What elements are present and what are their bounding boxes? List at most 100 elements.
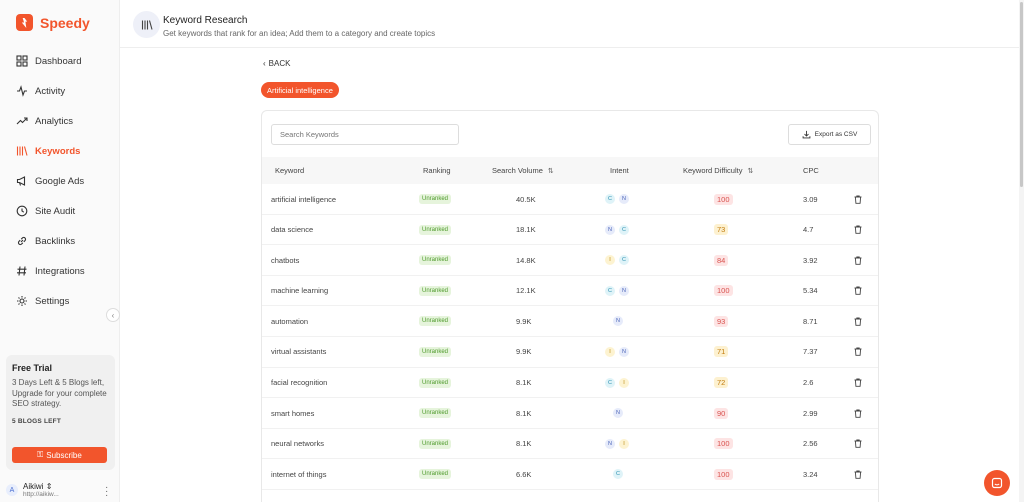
intent-badge: C	[619, 224, 629, 235]
col-cpc-label: CPC	[803, 166, 819, 175]
intent-badges: N	[613, 408, 623, 419]
delete-button[interactable]	[854, 306, 862, 336]
keyword-table-card: Export as CSV Keyword Ranking Search Vol…	[261, 110, 879, 502]
table-row[interactable]: virtual assistants Unranked 9.9K I N 71 7.37	[262, 337, 878, 368]
sort-icon[interactable]: ⇅	[747, 167, 754, 175]
sidebar-item-backlinks[interactable]: Backlinks	[16, 226, 85, 256]
difficulty-badge: 100	[714, 468, 733, 480]
intent-badge: I	[605, 255, 615, 266]
col-cpc: CPC	[803, 157, 819, 184]
table-row[interactable]: machine learning Unranked 12.1K C N 100 5.34	[262, 276, 878, 307]
ranking-badge: Unranked	[419, 285, 452, 296]
intent-badge: C	[605, 285, 615, 296]
site-audit-icon	[16, 205, 28, 217]
back-button[interactable]: ‹ BACK	[263, 59, 290, 68]
topic-chip[interactable]: Artificial intelligence	[261, 82, 339, 98]
ranking-badge: Unranked	[419, 438, 452, 449]
cpc-cell: 2.99	[803, 408, 818, 418]
ranking-badge: Unranked	[419, 224, 452, 235]
trash-icon	[854, 195, 862, 204]
keyword-cell: smart homes	[271, 408, 315, 418]
sidebar-item-label: Keywords	[35, 145, 81, 157]
col-search-volume[interactable]: Search Volume ⇅	[492, 157, 554, 184]
sidebar-item-label: Activity	[35, 85, 66, 97]
ranking-badge: Unranked	[419, 408, 452, 419]
cpc-cell: 5.34	[803, 286, 818, 296]
keyword-cell: artificial intelligence	[271, 194, 337, 204]
activity-icon	[17, 85, 27, 97]
table-row[interactable]: automation Unranked 9.9K N 93 8.71	[262, 306, 878, 337]
analytics-icon	[16, 117, 28, 125]
col-keyword-difficulty[interactable]: Keyword Difficulty ⇅	[683, 157, 753, 184]
delete-button[interactable]	[854, 398, 862, 428]
delete-button[interactable]	[854, 245, 862, 275]
sidebar-item-google-ads[interactable]: Google Ads	[16, 166, 85, 196]
intent-badge: C	[605, 377, 615, 388]
sidebar-item-settings[interactable]: Settings	[16, 286, 85, 316]
sidebar-item-label: Settings	[35, 295, 70, 307]
table-row[interactable]: data science Unranked 18.1K N C 73 4.7	[262, 215, 878, 246]
search-input[interactable]	[271, 124, 459, 145]
intent-badge: C	[605, 194, 615, 204]
delete-button[interactable]	[854, 215, 862, 245]
export-label: Export as CSV	[814, 131, 858, 138]
sidebar-item-integrations[interactable]: Integrations	[16, 256, 85, 286]
table-row[interactable]: smart homes Unranked 8.1K N 90 2.99	[262, 398, 878, 429]
table-row[interactable]: facial recognition Unranked 8.1K C I 72 2.6	[262, 368, 878, 399]
user-switcher[interactable]: A Aikiwi ⇕ http://aikiw...	[6, 482, 59, 498]
search-volume-cell: 9.9K	[516, 347, 532, 357]
chat-button[interactable]	[984, 470, 1010, 496]
search-volume-cell: 18.1K	[516, 225, 536, 235]
intent-badge: N	[613, 408, 623, 419]
export-csv-button[interactable]: Export as CSV	[788, 124, 871, 145]
table-row[interactable]: neural networks Unranked 8.1K N I 100 2.56	[262, 429, 878, 460]
search-volume-cell: 40.5K	[516, 194, 536, 204]
page-subtitle: Get keywords that rank for an idea; Add …	[163, 29, 436, 38]
sidebar-item-analytics[interactable]: Analytics	[16, 106, 85, 136]
table-header: Keyword Ranking Search Volume ⇅ Intent Ke…	[262, 157, 878, 184]
difficulty-badge: 73	[714, 224, 729, 236]
cpc-cell: 3.24	[803, 469, 818, 479]
sort-icon[interactable]: ⇅	[547, 167, 554, 175]
intent-badge: N	[613, 316, 623, 327]
page-scrollbar[interactable]	[1019, 0, 1024, 502]
user-url: http://aikiw...	[23, 491, 59, 498]
sidebar-item-activity[interactable]: Activity	[16, 76, 85, 106]
table-row[interactable]: internet of things Unranked 6.6K C 100 3.24	[262, 459, 878, 490]
search-volume-cell: 8.1K	[516, 408, 532, 418]
subscribe-button[interactable]: ⚿ Subscribe	[12, 447, 107, 463]
more-vertical-icon[interactable]: · · ·	[105, 482, 109, 501]
cpc-cell: 4.7	[803, 225, 814, 235]
delete-button[interactable]	[854, 337, 862, 367]
brand-logo[interactable]: Speedy	[16, 14, 90, 31]
sidebar-item-dashboard[interactable]: Dashboard	[16, 46, 85, 76]
free-trial-card: Free Trial 3 Days Left & 5 Blogs left, U…	[6, 355, 115, 470]
delete-button[interactable]	[854, 459, 862, 489]
collapse-sidebar-button[interactable]: ‹	[106, 308, 120, 322]
difficulty-badge: 100	[714, 285, 733, 297]
logo-icon	[16, 14, 33, 31]
back-label: BACK	[268, 59, 291, 68]
trash-icon	[854, 317, 862, 326]
sidebar-nav: Dashboard Activity Analytics Keywords Google…	[16, 46, 85, 316]
sidebar-item-keywords[interactable]: Keywords	[16, 136, 85, 166]
delete-button[interactable]	[854, 368, 862, 398]
delete-button[interactable]	[854, 184, 862, 214]
table-row[interactable]: artificial intelligence Unranked 40.5K C N 10…	[262, 184, 878, 215]
megaphone-icon	[16, 176, 26, 186]
sidebar-item-site-audit[interactable]: Site Audit	[16, 196, 85, 226]
table-row[interactable]: chatbots Unranked 14.8K I C 84 3.92	[262, 245, 878, 276]
keywords-icon	[16, 146, 28, 156]
ranking-badge: Unranked	[419, 346, 452, 357]
scrollbar-thumb[interactable]	[1020, 2, 1023, 187]
col-intent-label: Intent	[610, 166, 629, 175]
trash-icon	[854, 470, 862, 479]
sidebar-item-label: Site Audit	[35, 205, 76, 217]
delete-button[interactable]	[854, 429, 862, 459]
sidebar-item-label: Google Ads	[35, 175, 85, 187]
delete-button[interactable]	[854, 276, 862, 306]
trial-description: 3 Days Left & 5 Blogs left, Upgrade for …	[12, 378, 107, 408]
